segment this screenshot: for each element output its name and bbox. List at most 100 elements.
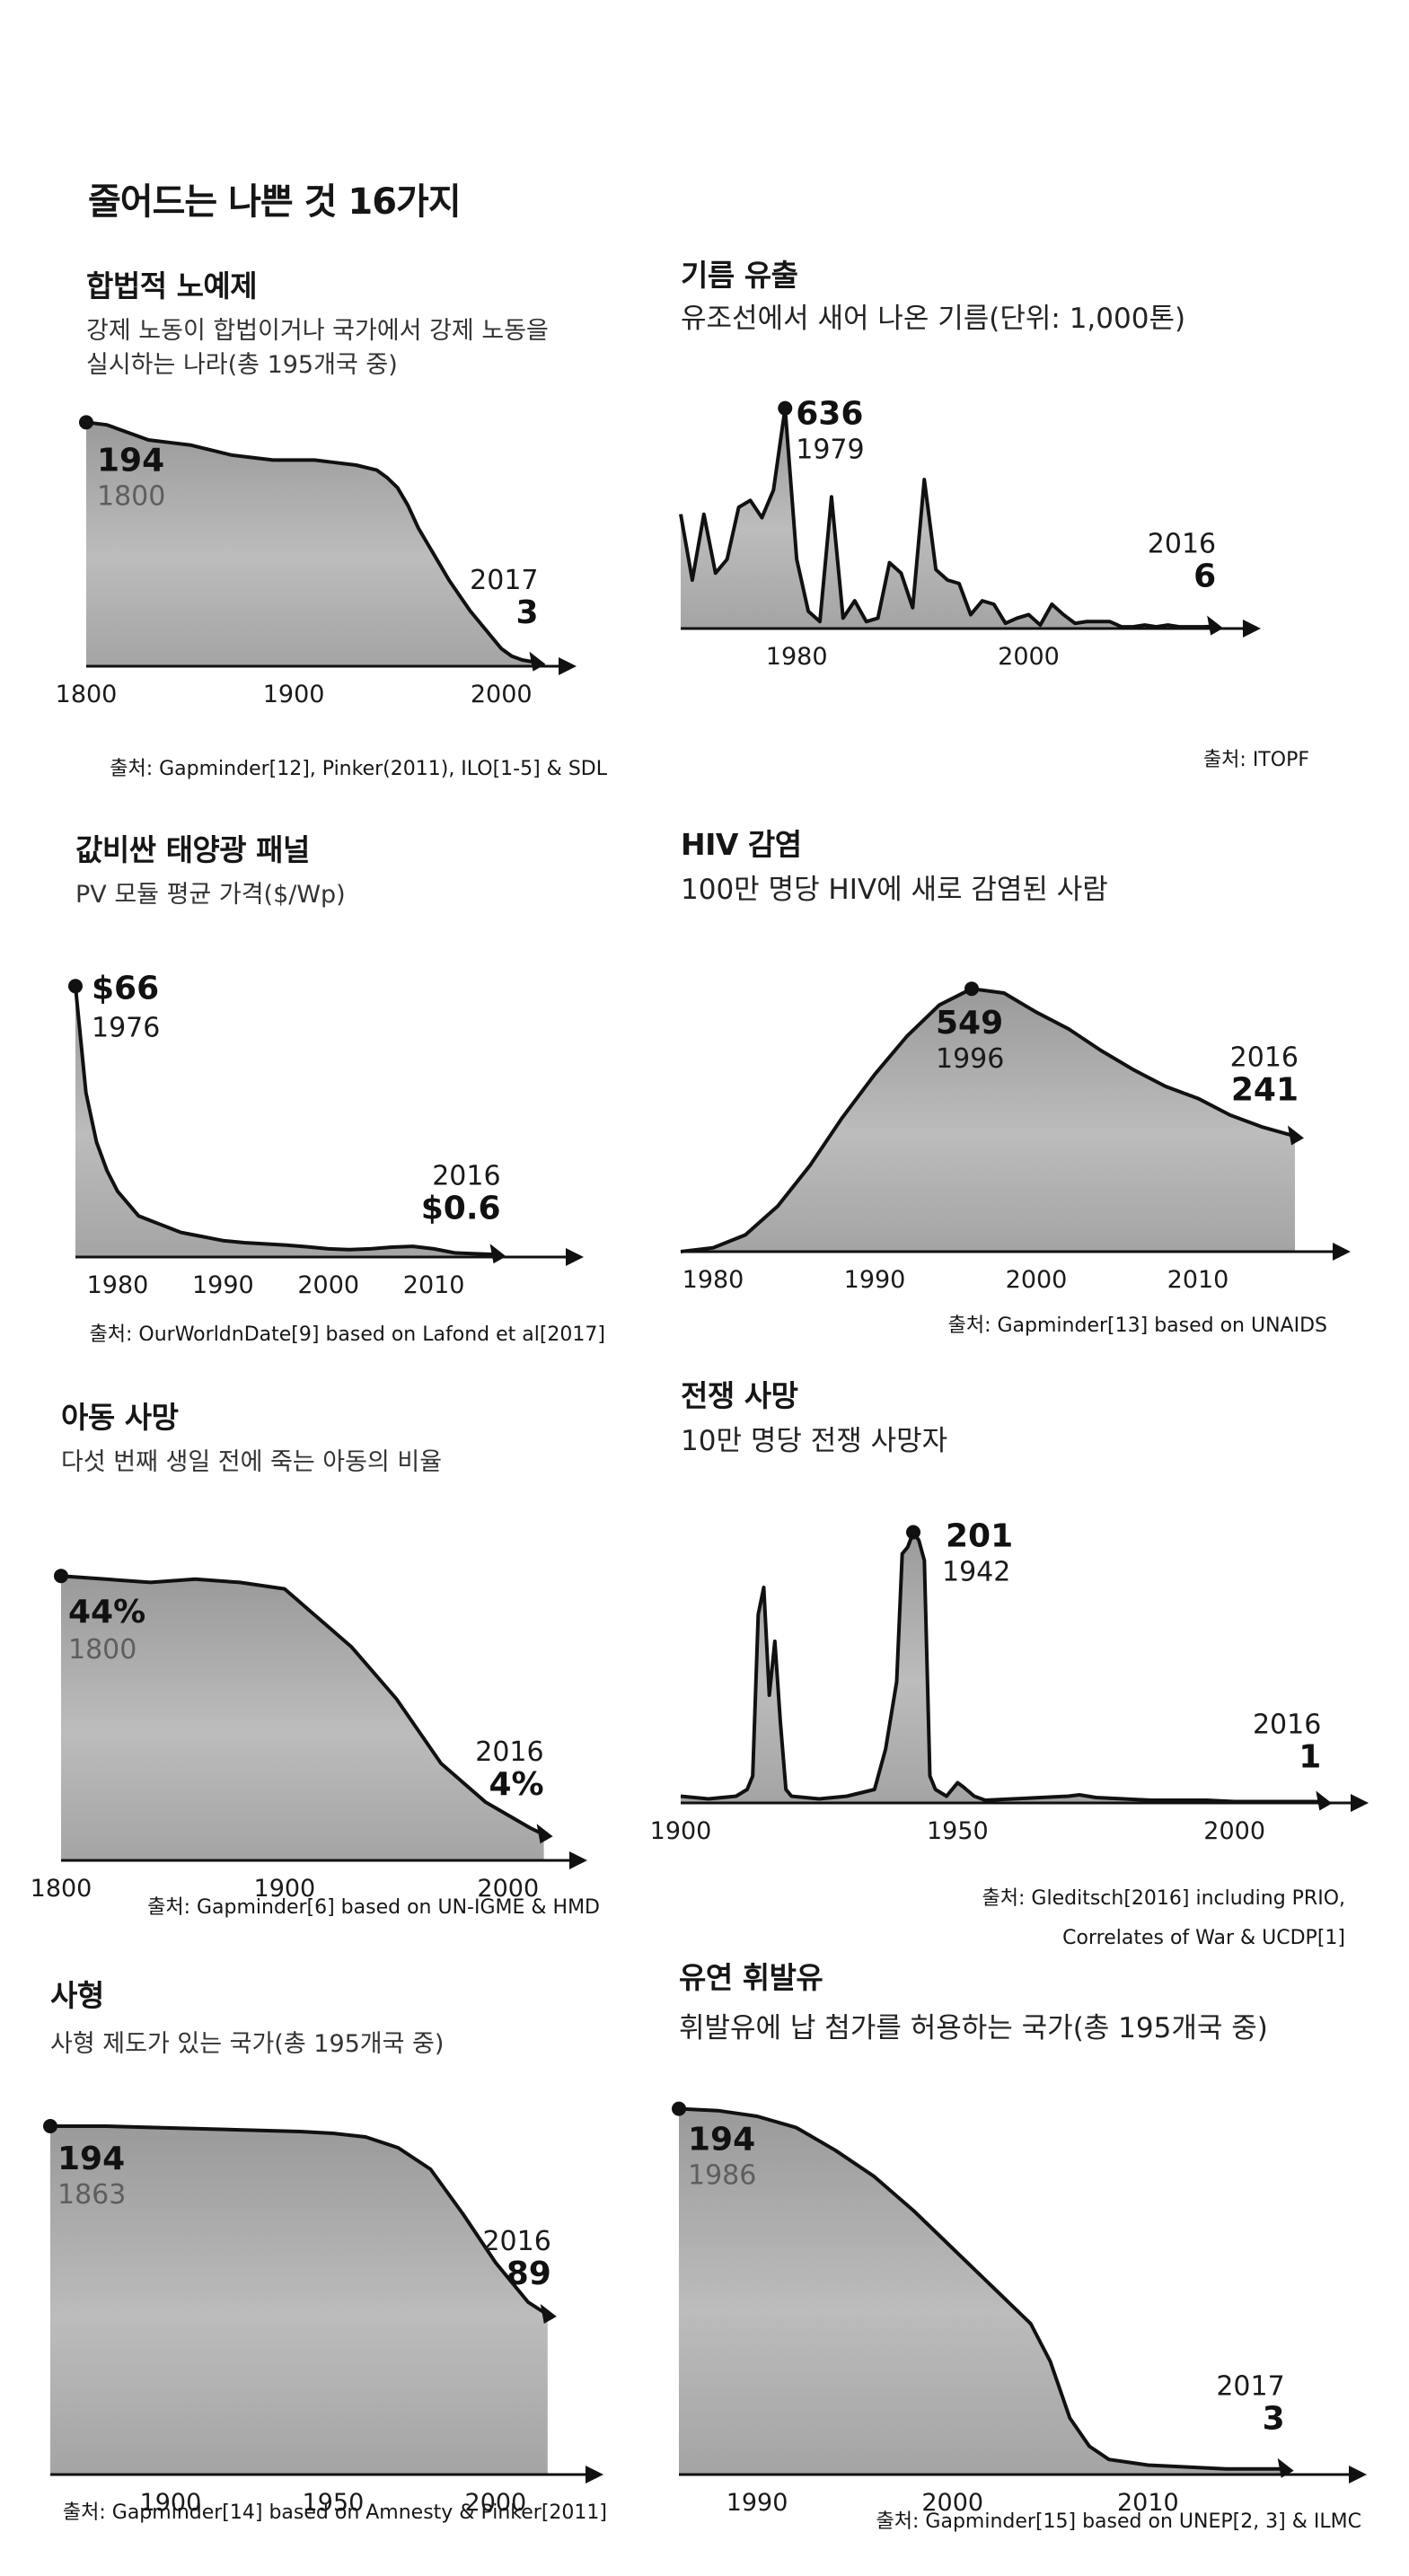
end-year-label: 2017 (1216, 2371, 1284, 2403)
end-year-label: 2016 (475, 1736, 543, 1768)
highlight-marker (43, 2119, 57, 2133)
x-tick-label: 1800 (31, 1875, 92, 1903)
end-arrow (489, 1244, 506, 1264)
panel-child-mortality: 아동 사망 다섯 번째 생일 전에 죽는 아동의 비율 1800 1900 2000… (31, 1394, 600, 1941)
highlight-year-label: 1996 (936, 1043, 1004, 1075)
chart-source: 출처: Gapminder[15] based on UNEP[2, 3] & … (876, 2510, 1361, 2533)
chart-source: 출처: Gapminder[14] based on Amnesty & Pin… (62, 2501, 607, 2524)
chart-title: 기름 유출 (681, 258, 798, 293)
chart-subtitle-line-1: 10만 명당 전쟁 사망자 (681, 1425, 948, 1457)
x-tick-label: 2000 (1203, 1817, 1265, 1845)
x-axis-arrow (569, 1851, 587, 1869)
end-year-label: 2016 (1253, 1710, 1321, 1741)
end-value-label: 1 (1299, 1739, 1321, 1776)
chart-title: 사형 (50, 1978, 104, 2013)
chart-source: 출처: Gapminder[13] based on UNAIDS (947, 1314, 1327, 1337)
highlight-value-label: 44% (68, 1594, 145, 1631)
highlight-marker (79, 415, 93, 430)
chart-title: 전쟁 사망 (681, 1378, 798, 1413)
x-tick-label: 2010 (1167, 1266, 1229, 1294)
area-fill (86, 422, 537, 666)
end-year-label: 2016 (1230, 1042, 1299, 1073)
panel-oil-spills: 기름 유출 유조선에서 새어 나온 기름(단위: 1,000톤) 1980 200… (679, 251, 1309, 790)
highlight-value-label: 201 (946, 1518, 1013, 1555)
panel-death-penalty: 사형 사형 제도가 있는 국가(총 195개국 중) 1900 1950 2000 1… (43, 1972, 607, 2546)
x-axis-arrow (586, 2466, 603, 2484)
x-tick-label: 1990 (192, 1271, 254, 1299)
highlight-value-label: $66 (92, 970, 159, 1007)
chart-source: 출처: OurWorldnDate[9] based on Lafond et … (89, 1323, 605, 1346)
series-line (679, 406, 1215, 629)
highlight-value-label: 194 (57, 2141, 125, 2177)
chart-source-line-1: 출처: Gleditsch[2016] including PRIO, (982, 1887, 1345, 1910)
series-line (50, 2124, 549, 2317)
x-tick-label: 2000 (921, 2489, 983, 2517)
chart-source: 출처: Gapminder[12], Pinker(2011), ILO[1-5… (110, 758, 607, 780)
x-axis-arrow (1333, 1243, 1351, 1261)
chart-title: 합법적 노예제 (86, 268, 258, 303)
chart-title: 아동 사망 (61, 1400, 179, 1435)
x-axis-arrow (559, 657, 577, 675)
end-year-label: 2016 (1148, 529, 1216, 560)
end-arrow (529, 651, 546, 672)
chart-svg: 1980 1990 2000 2010 $66 1976 2016$0.6 (68, 970, 584, 1299)
chart-subtitle-line-1: PV 모듈 평균 가격($/Wp) (75, 881, 346, 909)
end-year-label: 2016 (432, 1160, 500, 1191)
end-year-label: 2017 (470, 565, 538, 596)
highlight-year-label: 1863 (57, 2179, 126, 2211)
highlight-year-label: 1976 (92, 1012, 160, 1043)
end-arrow (1277, 2457, 1294, 2478)
highlight-year-label: 1986 (688, 2160, 756, 2192)
x-tick-label: 2000 (477, 1875, 539, 1903)
x-tick-label: 1900 (140, 2489, 202, 2517)
panel-leaded-gasoline: 유연 휘발유 휘발유에 납 첨가를 허용하는 국가(총 195개국 중) 199… (672, 1954, 1367, 2555)
chart-source: 출처: ITOPF (1202, 749, 1309, 771)
chart-subtitle-line-1: 100만 명당 HIV에 새로 감염된 사람 (681, 874, 1108, 906)
panel-solar-panels: 값비싼 태양광 패널 PV 모듈 평균 가격($/Wp) 1980 1990 200… (68, 826, 605, 1365)
series-line (74, 986, 498, 1257)
chart-subtitle-line-1: 사형 제도가 있는 국가(총 195개국 중) (50, 2030, 445, 2058)
area-fill (681, 989, 1295, 1252)
x-tick-label: 2000 (471, 681, 533, 708)
page-title: 줄어드는 나쁜 것 16가지 (88, 181, 462, 223)
highlight-marker (778, 400, 793, 416)
x-tick-label: 2000 (998, 643, 1060, 671)
highlight-marker (54, 1569, 68, 1584)
chart-subtitle-line-1: 다섯 번째 생일 전에 죽는 아동의 비율 (61, 1448, 443, 1476)
end-value-label: 4% (489, 1766, 543, 1803)
end-arrow (1288, 1125, 1304, 1146)
highlight-year-label: 1979 (796, 435, 864, 466)
end-value-label: 3 (515, 594, 538, 631)
chart-subtitle-line-1: 유조선에서 새어 나온 기름(단위: 1,000톤) (681, 303, 1186, 335)
panel-legal-slavery: 합법적 노예제 강제 노동이 합법이거나 국가에서 강제 노동을 실시하는 나라… (56, 262, 607, 792)
x-tick-label: 1980 (87, 1271, 149, 1299)
x-tick-label: 2000 (297, 1271, 359, 1299)
highlight-marker (672, 2101, 686, 2116)
highlight-value-label: 549 (936, 1005, 1003, 1042)
x-tick-label: 1980 (682, 1266, 744, 1294)
end-year-label: 2016 (482, 2226, 550, 2257)
x-tick-label: 1990 (844, 1266, 906, 1294)
series-line (60, 1574, 545, 1837)
x-tick-label: 1900 (650, 1817, 712, 1845)
chart-subtitle-line-2: 실시하는 나라(총 195개국 중) (86, 351, 398, 379)
highlight-value-label: 194 (97, 442, 164, 479)
x-tick-label: 1980 (766, 643, 828, 671)
panel-war-deaths: 전쟁 사망 10만 명당 전쟁 사망자 1900 1950 2000 201 1942 2… (650, 1372, 1369, 1965)
highlight-marker (964, 981, 979, 997)
highlight-marker (68, 979, 83, 994)
x-axis-arrow (566, 1248, 584, 1266)
end-value-label: 3 (1263, 2401, 1285, 2438)
highlight-year-label: 1800 (68, 1634, 136, 1666)
highlight-year-label: 1942 (942, 1557, 1010, 1588)
area-fill (681, 408, 1215, 629)
chart-title: 유연 휘발유 (679, 1960, 823, 1995)
x-axis-arrow (1349, 2466, 1367, 2484)
highlight-value-label: 636 (796, 396, 863, 433)
